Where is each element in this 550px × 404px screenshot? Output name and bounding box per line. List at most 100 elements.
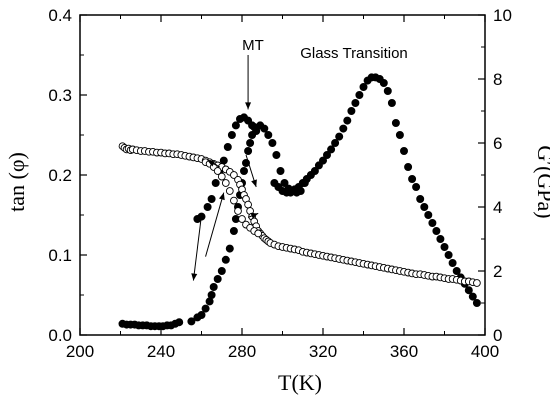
filled-data-point — [272, 150, 281, 159]
open-data-point — [473, 279, 481, 287]
filled-data-point — [359, 83, 368, 92]
arrow-head — [250, 213, 259, 219]
filled-data-point — [252, 127, 261, 136]
filled-data-point — [229, 226, 238, 235]
filled-data-point — [351, 99, 360, 108]
y-left-tick-label: 0.2 — [48, 166, 72, 185]
y-left-tick-label: 0.4 — [48, 6, 72, 25]
open-data-point — [217, 172, 226, 181]
plot-frame — [79, 14, 486, 336]
filled-data-point — [318, 156, 327, 165]
arrow-shaft — [192, 214, 202, 281]
filled-data-point — [264, 130, 273, 139]
filled-data-point — [207, 290, 216, 299]
filled-data-point — [310, 166, 319, 175]
filled-data-point — [327, 145, 336, 154]
filled-data-point — [280, 178, 289, 187]
filled-data-point — [217, 266, 226, 275]
filled-data-point — [383, 87, 392, 96]
filled-data-point — [268, 138, 277, 147]
y-left-tick-label: 0.1 — [48, 246, 72, 265]
filled-data-point — [260, 124, 269, 133]
open-data-point — [225, 187, 234, 195]
x-tick-label: 320 — [309, 342, 337, 361]
y-right-tick-label: 6 — [493, 134, 502, 153]
filled-data-point — [335, 132, 344, 141]
x-tick-label: 400 — [471, 342, 499, 361]
open-data-point — [234, 207, 242, 215]
filled-data-point — [322, 150, 331, 159]
arrow-head — [251, 179, 257, 187]
filled-data-point — [399, 146, 408, 155]
filled-data-point — [355, 91, 364, 100]
filled-data-point — [197, 310, 206, 319]
y-right-tick-label: 4 — [493, 198, 502, 217]
y-axis-right-title: G′(GPa) — [533, 145, 550, 218]
y-left-tick-label: 0.0 — [48, 326, 72, 345]
open-data-point — [221, 179, 230, 187]
filled-data-point — [213, 274, 222, 283]
filled-data-point — [464, 286, 473, 295]
x-tick-label: 240 — [147, 342, 175, 361]
open-data-point — [213, 167, 222, 175]
open-data-point — [230, 196, 238, 205]
annotation-glass-transition: Glass Transition — [300, 45, 408, 62]
filled-data-point — [412, 182, 421, 191]
filled-data-point — [440, 242, 449, 251]
filled-data-point — [391, 119, 400, 128]
filled-data-point — [211, 178, 220, 187]
filled-data-point — [448, 258, 457, 267]
filled-data-point — [239, 166, 248, 175]
filled-data-point — [175, 318, 184, 327]
filled-data-point — [404, 162, 413, 171]
filled-data-point — [201, 304, 210, 313]
filled-data-point — [276, 166, 285, 175]
filled-data-point — [424, 210, 433, 219]
filled-data-point — [244, 146, 253, 155]
filled-data-point — [219, 156, 228, 165]
open-data-point — [244, 200, 252, 209]
arrows-layer — [191, 55, 259, 281]
y-right-tick-label: 8 — [493, 70, 502, 89]
y-right-tick-label: 0 — [493, 326, 502, 345]
open-data-point — [238, 215, 246, 223]
filled-data-point — [428, 218, 437, 227]
filled-data-point — [207, 194, 216, 203]
filled-data-point — [432, 226, 441, 235]
x-tick-label: 360 — [390, 342, 418, 361]
filled-data-point — [395, 130, 404, 139]
arrow-head — [218, 192, 225, 201]
filled-data-point — [420, 202, 429, 211]
y-right-tick-label: 2 — [493, 262, 502, 281]
filled-data-point — [416, 194, 425, 203]
series-layer — [118, 73, 481, 331]
filled-data-point — [379, 79, 388, 88]
filled-data-point — [231, 121, 240, 130]
labels-layer: T(K) tan (φ) G′(GPa) MT Glass Transition — [4, 37, 550, 395]
annotation-mt: MT — [242, 37, 264, 54]
filled-data-point — [225, 244, 234, 253]
filled-data-point — [387, 99, 396, 108]
filled-data-point — [343, 116, 352, 125]
filled-data-point — [472, 298, 481, 307]
filled-data-point — [339, 124, 348, 133]
filled-data-point — [331, 138, 340, 147]
open-data-point — [254, 229, 263, 238]
filled-data-point — [187, 317, 196, 326]
filled-data-point — [203, 202, 212, 211]
y-left-tick-label: 0.3 — [48, 86, 72, 105]
x-axis-title: T(K) — [278, 370, 322, 395]
filled-data-point — [452, 266, 461, 275]
open-data-point — [230, 171, 238, 179]
arrow-head — [191, 273, 198, 281]
ticks: 200 240 280 320 360 400 0.0 0.1 0.2 0.3 0.4 0 2 4 6 8 10 — [48, 6, 512, 361]
x-tick-label: 280 — [228, 342, 256, 361]
filled-data-point — [408, 174, 417, 183]
filled-data-point — [223, 142, 232, 151]
filled-data-point — [248, 121, 257, 130]
filled-data-point — [246, 138, 255, 147]
arrow-head — [207, 160, 216, 167]
arrow-head — [245, 102, 252, 110]
plot-area-border — [79, 14, 486, 336]
